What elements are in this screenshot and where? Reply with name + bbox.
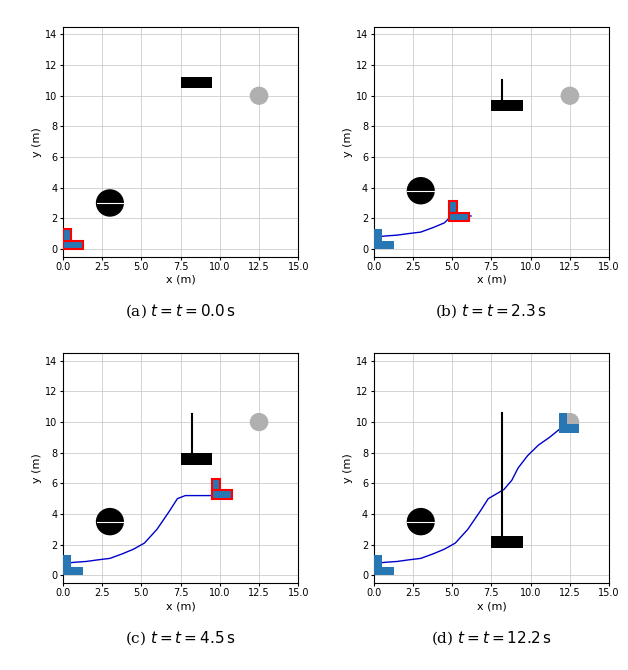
Text: (b) $t = t = 2.3\,\mathrm{s}$: (b) $t = t = 2.3\,\mathrm{s}$ [435,303,548,320]
Text: (d) $t = t = 12.2\,\mathrm{s}$: (d) $t = t = 12.2\,\mathrm{s}$ [431,629,552,647]
Bar [449,213,469,221]
Text: (a) $t = t = 0.0\,\mathrm{s}$: (a) $t = t = 0.0\,\mathrm{s}$ [125,303,236,320]
Bar [374,567,394,576]
Circle shape [408,178,434,204]
Y-axis label: y (m): y (m) [32,453,42,483]
Bar [63,229,71,241]
Bar [559,413,566,424]
Circle shape [561,413,578,430]
Bar [449,213,469,221]
Text: (c) $t = t = 4.5\,\mathrm{s}$: (c) $t = t = 4.5\,\mathrm{s}$ [125,629,236,647]
Bar [559,424,579,433]
Bar [374,229,382,241]
Y-axis label: y (m): y (m) [343,127,353,157]
Bar [181,454,212,465]
Bar [63,241,83,249]
Circle shape [97,190,123,216]
Circle shape [251,413,268,430]
Bar [374,241,394,249]
Circle shape [561,87,578,104]
Bar [63,241,83,249]
Circle shape [251,87,268,104]
Circle shape [97,509,123,535]
X-axis label: x (m): x (m) [166,275,195,285]
Bar [491,100,522,111]
Bar [212,479,220,490]
Bar [449,202,457,213]
X-axis label: x (m): x (m) [477,601,506,611]
Bar [212,490,232,498]
Bar [374,555,382,567]
Circle shape [408,509,434,535]
X-axis label: x (m): x (m) [477,275,506,285]
Bar [449,202,457,213]
Y-axis label: y (m): y (m) [343,453,353,483]
Bar [63,229,71,241]
Bar [63,567,83,576]
Y-axis label: y (m): y (m) [32,127,42,157]
Bar [212,479,220,490]
Bar [181,76,212,88]
Bar [212,490,232,498]
Bar [63,555,71,567]
X-axis label: x (m): x (m) [166,601,195,611]
Bar [491,536,522,547]
